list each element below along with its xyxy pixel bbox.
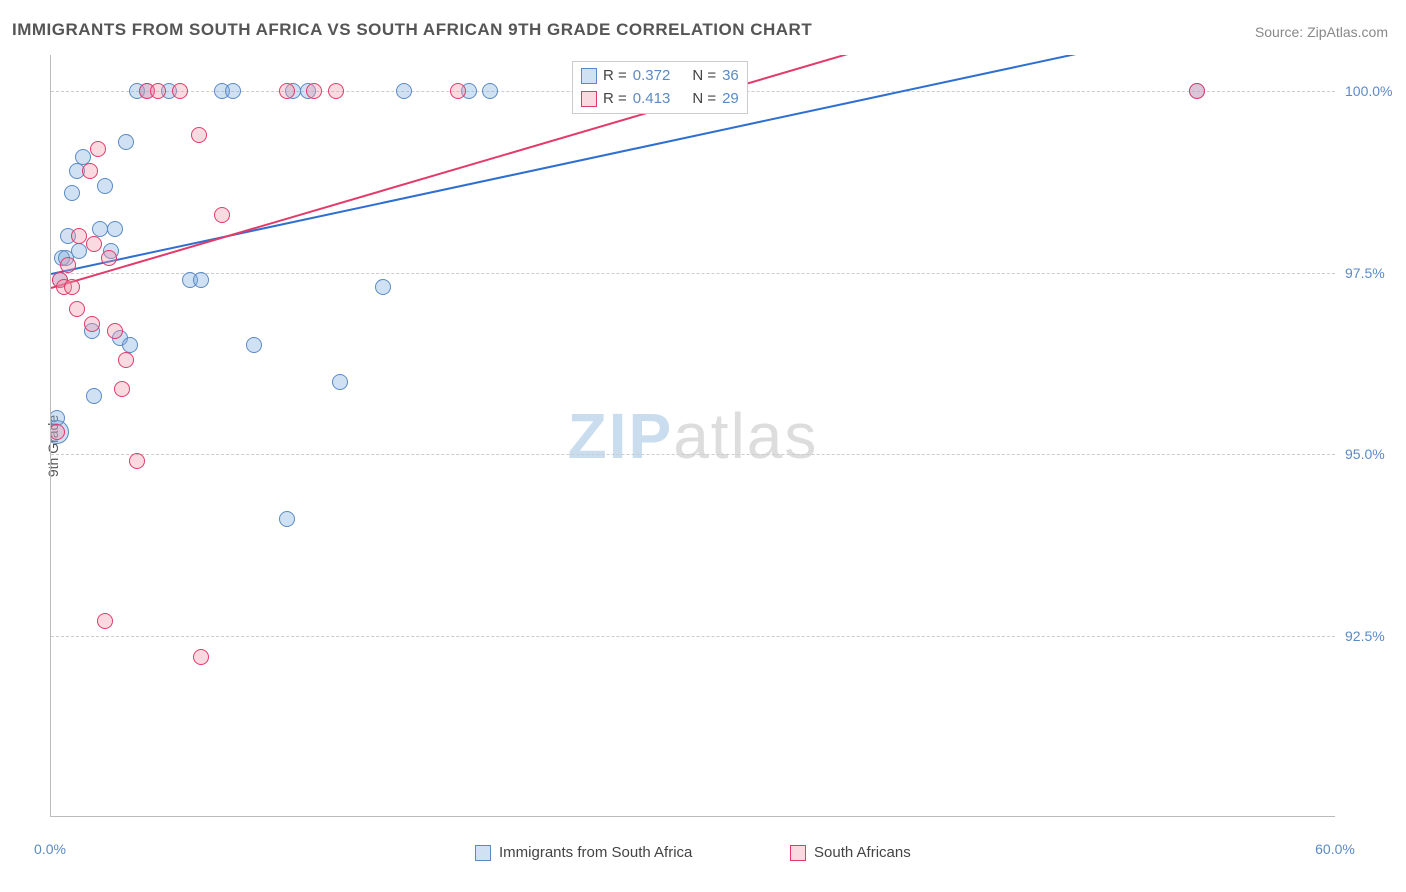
data-point	[332, 374, 348, 390]
legend-swatch	[475, 845, 491, 861]
gridline	[51, 454, 1335, 455]
data-point	[97, 613, 113, 629]
r-value: 0.413	[633, 88, 671, 111]
data-point	[60, 257, 76, 273]
y-tick-label: 100.0%	[1345, 83, 1392, 99]
x-tick-label: 60.0%	[1315, 841, 1355, 857]
n-value: 29	[722, 88, 739, 111]
y-tick-label: 92.5%	[1345, 628, 1385, 644]
data-point	[97, 178, 113, 194]
stats-row: R = 0.372 N = 36	[581, 65, 739, 88]
data-point	[396, 83, 412, 99]
data-point	[214, 207, 230, 223]
legend-label: Immigrants from South Africa	[499, 844, 692, 861]
x-tick	[694, 816, 695, 817]
n-label: N =	[692, 88, 716, 111]
chart-title: IMMIGRANTS FROM SOUTH AFRICA VS SOUTH AF…	[12, 20, 812, 40]
data-point	[107, 221, 123, 237]
watermark-zip: ZIP	[568, 400, 674, 472]
watermark: ZIPatlas	[568, 399, 819, 473]
n-value: 36	[722, 65, 739, 88]
data-point	[193, 649, 209, 665]
data-point	[71, 243, 87, 259]
series-swatch	[581, 91, 597, 107]
legend-swatch	[790, 845, 806, 861]
x-tick	[479, 816, 480, 817]
scatter-plot-area: ZIPatlas R = 0.372 N = 36 R = 0.413 N = 29	[50, 55, 1335, 817]
y-tick-label: 95.0%	[1345, 446, 1385, 462]
data-point	[482, 83, 498, 99]
data-point	[375, 279, 391, 295]
x-tick	[908, 816, 909, 817]
stats-row: R = 0.413 N = 29	[581, 88, 739, 111]
x-tick-label: 0.0%	[34, 841, 66, 857]
correlation-stats-box: R = 0.372 N = 36 R = 0.413 N = 29	[572, 61, 748, 114]
gridline	[51, 273, 1335, 274]
data-point	[90, 141, 106, 157]
gridline	[51, 636, 1335, 637]
data-point	[86, 388, 102, 404]
data-point	[69, 301, 85, 317]
data-point	[150, 83, 166, 99]
data-point	[279, 511, 295, 527]
r-label: R =	[603, 88, 627, 111]
n-label: N =	[692, 65, 716, 88]
source-attribution: Source: ZipAtlas.com	[1255, 24, 1388, 40]
data-point	[118, 134, 134, 150]
data-point	[246, 337, 262, 353]
x-tick	[51, 816, 52, 817]
data-point	[279, 83, 295, 99]
data-point	[1189, 83, 1205, 99]
data-point	[84, 316, 100, 332]
y-tick-label: 97.5%	[1345, 265, 1385, 281]
data-point	[225, 83, 241, 99]
data-point	[101, 250, 117, 266]
data-point	[450, 83, 466, 99]
data-point	[64, 279, 80, 295]
data-point	[191, 127, 207, 143]
series-swatch	[581, 68, 597, 84]
data-point	[306, 83, 322, 99]
legend-south-africans: South Africans	[790, 844, 911, 861]
data-point	[107, 323, 123, 339]
data-point	[193, 272, 209, 288]
x-tick	[265, 816, 266, 817]
data-point	[50, 424, 65, 440]
legend-immigrants: Immigrants from South Africa	[475, 844, 692, 861]
x-tick	[1122, 816, 1123, 817]
legend-label: South Africans	[814, 844, 911, 861]
data-point	[82, 163, 98, 179]
data-point	[172, 83, 188, 99]
data-point	[129, 453, 145, 469]
data-point	[114, 381, 130, 397]
r-value: 0.372	[633, 65, 671, 88]
data-point	[86, 236, 102, 252]
watermark-atlas: atlas	[673, 400, 818, 472]
data-point	[118, 352, 134, 368]
data-point	[71, 228, 87, 244]
r-label: R =	[603, 65, 627, 88]
data-point	[64, 185, 80, 201]
data-point	[328, 83, 344, 99]
